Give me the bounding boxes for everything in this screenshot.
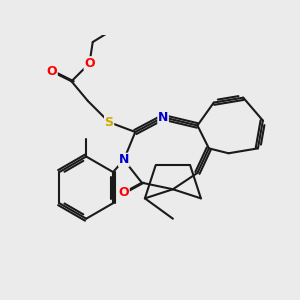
- Text: S: S: [105, 116, 114, 129]
- Text: O: O: [118, 186, 129, 199]
- Text: O: O: [84, 57, 95, 70]
- Text: N: N: [158, 111, 168, 124]
- Text: O: O: [46, 65, 57, 78]
- Text: N: N: [118, 153, 129, 166]
